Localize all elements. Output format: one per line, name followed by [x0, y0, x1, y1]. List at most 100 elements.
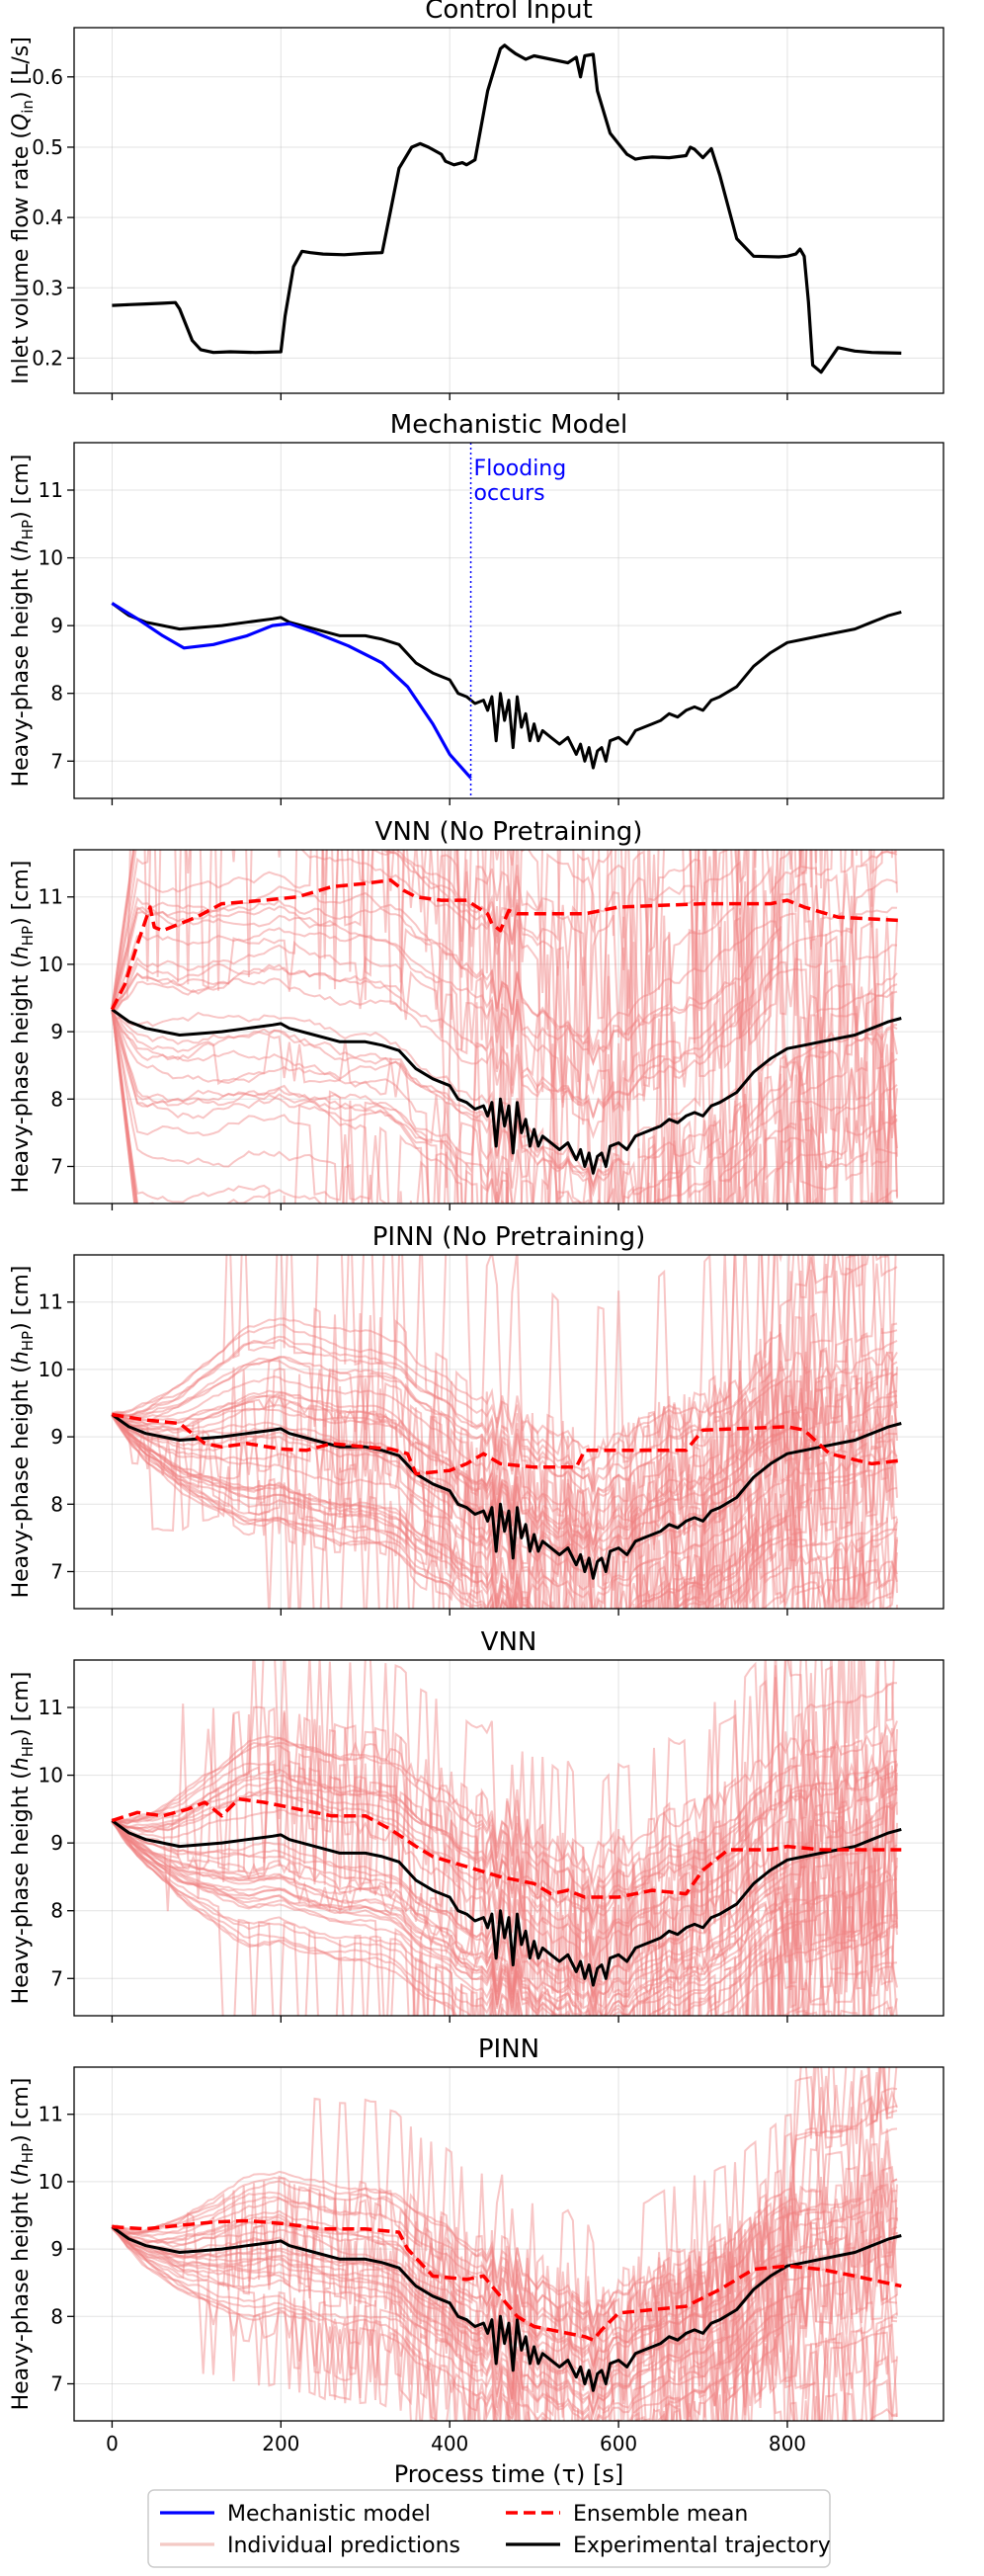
y-tick-label: 11 [39, 2103, 63, 2126]
individual-prediction-line [112, 1727, 898, 2003]
y-tick-label: 11 [39, 885, 63, 909]
individual-prediction-line [112, 1394, 898, 1545]
y-tick-label: 7 [50, 2371, 63, 2395]
individual-prediction-line [111, 2224, 898, 2419]
y-tick-label: 7 [50, 1559, 63, 1583]
y-tick-label: 10 [39, 953, 63, 976]
x-axis-label: Process time (τ) [s] [394, 2460, 624, 2488]
individual-prediction-line [112, 1351, 898, 1553]
panel-title: VNN (No Pretraining) [375, 817, 643, 847]
individual-prediction-line [111, 2190, 898, 2421]
y-tick-label: 0.5 [32, 135, 63, 159]
experimental-trajectory-line [111, 1413, 902, 1580]
individual-prediction-line [112, 1351, 898, 1512]
axes-frame [73, 1659, 944, 2017]
y-tick-label: 0.6 [32, 65, 63, 89]
individual-prediction-line [111, 2227, 898, 2421]
y-tick-label: 9 [50, 614, 63, 637]
individual-prediction-line [112, 1741, 898, 1917]
individual-prediction-line [111, 967, 898, 1204]
individual-prediction-line [111, 1367, 898, 1581]
y-tick-label: 7 [50, 1154, 63, 1178]
individual-prediction-line [111, 2087, 898, 2421]
y-tick-label: 8 [50, 1492, 63, 1516]
legend-label-individual-predictions: Individual predictions [227, 2534, 460, 2558]
experimental-trajectory-line [111, 1819, 902, 1987]
individual-prediction-line [111, 1322, 898, 1587]
individual-prediction-line [111, 927, 898, 1204]
individual-prediction-line [112, 1660, 898, 1926]
axes-frame [73, 442, 944, 799]
individual-prediction-line [111, 1807, 898, 2016]
legend-label-ensemble-mean: Ensemble mean [573, 2502, 748, 2527]
individual-prediction-line [112, 1720, 898, 1886]
individual-prediction-line [111, 1414, 898, 1609]
individual-prediction-line [111, 888, 898, 1119]
individual-prediction-line [111, 1415, 892, 1609]
individual-prediction-line [111, 990, 898, 1204]
individual-prediction-line [111, 1367, 898, 1609]
individual-prediction-line [111, 1413, 898, 1609]
individual-prediction-line [112, 2097, 898, 2343]
individual-prediction-line [111, 1779, 898, 1924]
individual-prediction-line [111, 850, 898, 1139]
individual-prediction-line [111, 1821, 898, 2016]
y-axis-label: Heavy-phase height (hHP) [cm] [9, 1266, 37, 1599]
plot-area [112, 43, 902, 374]
individual-prediction-line [111, 1762, 898, 2016]
individual-prediction-line [111, 1818, 898, 2016]
y-tick-label: 7 [50, 1966, 63, 1990]
individual-prediction-line [112, 1762, 898, 1963]
y-tick-label: 0.2 [32, 346, 63, 370]
individual-prediction-line [111, 850, 898, 1055]
y-tick-label: 10 [39, 1764, 63, 1787]
individual-prediction-line [111, 2221, 898, 2417]
individual-prediction-line [112, 1255, 771, 1469]
individual-prediction-line [111, 1791, 898, 2016]
x-tick-label: 0 [106, 2432, 119, 2455]
individual-prediction-line [111, 850, 898, 1067]
y-tick-label: 10 [39, 1358, 63, 1381]
individual-prediction-line [111, 1800, 898, 2016]
individual-prediction-line [111, 1413, 898, 1609]
individual-prediction-line [112, 2180, 898, 2382]
individual-prediction-line [111, 1820, 898, 2016]
individual-prediction-line [111, 1008, 824, 1204]
individual-prediction-line [111, 1660, 895, 2014]
panel-5: 7 8 9 10 11 VNN Heavy-phase height (hHP) [cm] [9, 1627, 944, 2023]
y-tick-label: 9 [50, 2237, 63, 2261]
experimental-trajectory-line [111, 2225, 902, 2392]
individual-prediction-line [112, 1371, 898, 1567]
individual-prediction-line [111, 1007, 893, 1204]
y-tick-label: 10 [39, 546, 63, 570]
experimental-trajectory-line [111, 1008, 902, 1175]
individual-prediction-line [111, 1818, 898, 2016]
individual-prediction-line [111, 1011, 898, 1204]
individual-prediction-line [111, 1412, 898, 1609]
individual-prediction-line [111, 850, 808, 1012]
y-tick-label: 11 [39, 478, 63, 502]
individual-prediction-line [111, 937, 898, 1125]
individual-prediction-line [112, 2180, 898, 2348]
ensemble-mean-line [112, 2218, 902, 2342]
control-input-line [112, 43, 902, 374]
individual-prediction-line [111, 1415, 898, 1609]
panel-title: PINN (No Pretraining) [372, 1222, 645, 1252]
individual-prediction-line [111, 1010, 898, 1204]
individual-prediction-line [111, 1414, 898, 1609]
individual-prediction-line [112, 1356, 897, 1589]
plot-area [110, 850, 902, 1204]
x-tick-label: 400 [431, 2432, 468, 2455]
individual-prediction-line [111, 1372, 898, 1609]
panel-title: Mechanistic Model [390, 410, 627, 440]
individual-prediction-line [111, 1012, 868, 1204]
individual-prediction-line [111, 1351, 898, 1609]
individual-prediction-line [111, 1818, 898, 2016]
individual-prediction-line [111, 2224, 891, 2421]
individual-prediction-line [111, 851, 898, 1110]
experimental-trajectory-line [111, 602, 902, 770]
individual-prediction-line [111, 2178, 898, 2421]
individual-prediction-line [111, 2128, 898, 2421]
individual-prediction-line [111, 1818, 893, 2016]
